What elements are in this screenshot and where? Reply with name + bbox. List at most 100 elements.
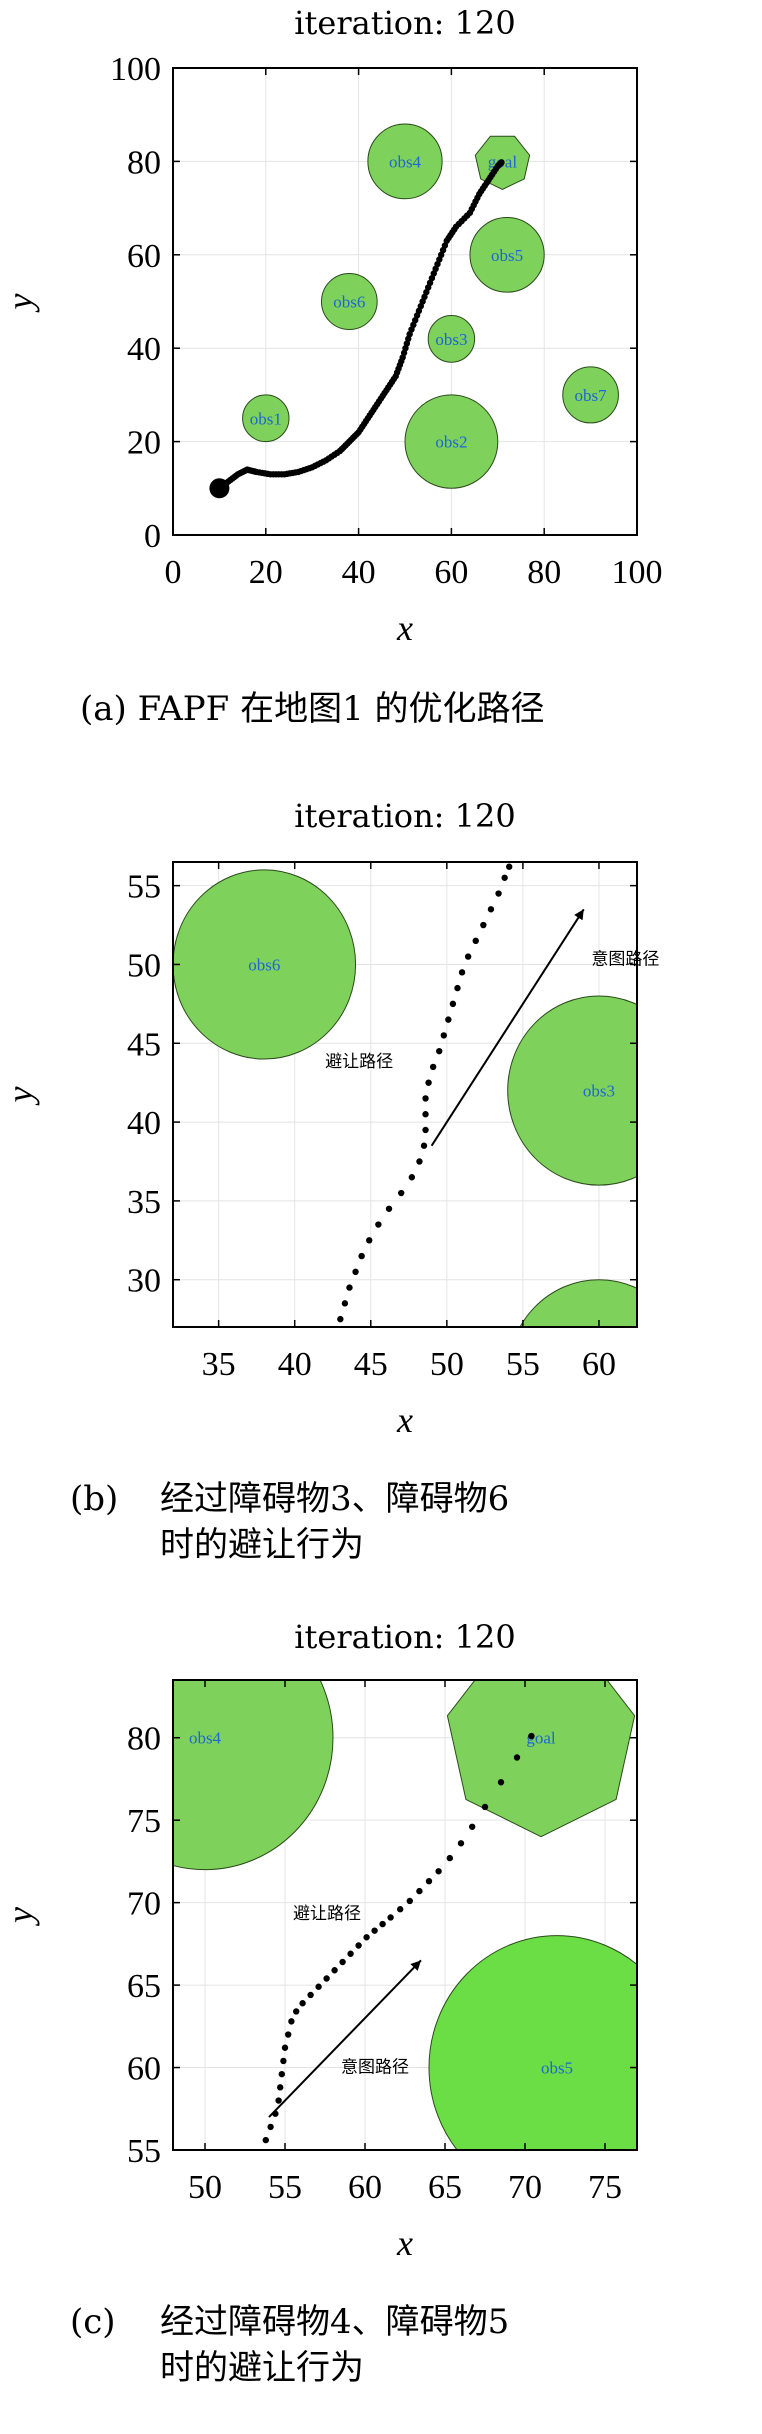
path-point <box>280 2057 287 2065</box>
obstacle-label: obs4 <box>389 152 422 171</box>
path-point <box>480 921 487 929</box>
path-point <box>420 1142 428 1149</box>
obstacle-label: obs6 <box>333 293 365 312</box>
path-point <box>262 2136 269 2144</box>
caption: (b) 经过障碍物3、障碍物6 时的避让行为 <box>70 1479 520 1565</box>
y-tick-label: 20 <box>127 425 161 462</box>
x-axis-label: x <box>396 1400 413 1440</box>
obstacle-label: obs5 <box>541 2059 573 2078</box>
obstacle-unnamed <box>519 1279 637 1327</box>
y-tick-label: 60 <box>127 238 161 275</box>
obstacle-obs7 <box>562 366 619 424</box>
x-axis-label: x <box>396 2223 413 2263</box>
y-tick-label: 80 <box>127 1721 161 1758</box>
y-tick-label: 75 <box>127 1803 161 1840</box>
path-point <box>497 1779 505 1786</box>
annotation-label: 避让路径 <box>293 1904 361 1924</box>
obstacles: obs6 obs3 <box>173 869 637 1327</box>
x-tick-label: 20 <box>249 554 283 591</box>
path-point <box>397 1189 405 1197</box>
path-point <box>445 1016 452 1023</box>
obstacle-obs1 <box>242 394 290 443</box>
obstacle-label: obs2 <box>435 433 467 452</box>
x-tick-label: 40 <box>278 1346 312 1383</box>
start-point <box>209 478 230 499</box>
caption: (c) 经过障碍物4、障碍物5 时的避让行为 <box>70 2302 520 2388</box>
x-tick-label: 60 <box>582 1346 616 1383</box>
chart-title: iteration: 120 <box>294 797 515 835</box>
path-point <box>528 1732 535 1740</box>
path-point <box>358 1252 365 1260</box>
path-point <box>385 1205 393 1212</box>
path-point <box>436 1047 443 1055</box>
path-point <box>363 1934 370 1941</box>
path-point <box>315 1983 322 1990</box>
plot-frame <box>172 1679 638 2151</box>
obstacle-label: obs3 <box>583 1082 615 1101</box>
path-point <box>469 1823 476 1830</box>
path-point <box>406 1897 413 1905</box>
x-tick-label: 60 <box>434 554 468 591</box>
y-tick-label: 55 <box>127 2133 161 2170</box>
annotation-label: 意图路径 <box>341 2057 409 2077</box>
path-point <box>285 2031 292 2038</box>
path-point <box>440 1032 447 1039</box>
obstacle-obs5 <box>428 1935 637 2150</box>
path-point <box>299 2000 306 2007</box>
path-point <box>355 1942 362 1949</box>
x-tick-label: 70 <box>508 2169 542 2206</box>
y-axis-label: y <box>0 293 40 312</box>
y-axis-label: y <box>0 1907 40 1926</box>
y-tick-label: 50 <box>127 947 161 984</box>
path-point <box>481 1803 489 1811</box>
path-point <box>416 1158 423 1165</box>
caption: (a) FAPF 在地图1 的优化路径 <box>80 689 545 729</box>
obstacle-label: goal <box>526 1729 556 1748</box>
y-tick-label: 80 <box>127 144 161 181</box>
obstacle-obs5 <box>469 216 545 293</box>
annotation-label: 避让路径 <box>325 1052 393 1072</box>
path-point <box>387 1914 394 1921</box>
x-tick-label: 75 <box>588 2169 622 2206</box>
x-tick-label: 55 <box>506 1346 540 1383</box>
annotation-label: 意图路径 <box>591 949 659 969</box>
path-series <box>209 159 505 499</box>
path-point <box>422 1111 429 1118</box>
path-point <box>375 1221 382 1228</box>
path-point <box>435 1868 442 1875</box>
y-tick-label: 30 <box>127 1263 161 1300</box>
y-tick-label: 40 <box>127 1105 161 1142</box>
x-axis-label: x <box>396 608 413 648</box>
path-point <box>323 1975 330 1982</box>
path-point <box>425 1877 433 1885</box>
path-point <box>341 1300 349 1307</box>
obstacle-label: obs6 <box>248 955 280 974</box>
obstacle-goal <box>446 1680 636 1838</box>
path-point <box>464 953 472 960</box>
path-point <box>307 1991 314 1999</box>
plot-frame <box>172 861 638 1328</box>
path-point <box>454 984 461 992</box>
obstacle-obs3 <box>507 995 637 1186</box>
path-point <box>288 2018 295 2025</box>
obstacles: obs1obs2obs3obs4obs5obs6obs7goal <box>242 123 619 489</box>
path-point <box>425 1079 432 1086</box>
obstacle-obs6 <box>320 272 378 331</box>
path-point <box>379 1920 386 1928</box>
x-tick-label: 0 <box>165 554 182 591</box>
path-point <box>331 1967 338 1974</box>
y-tick-label: 0 <box>144 518 161 555</box>
path-point <box>416 1887 423 1895</box>
path-point <box>513 1754 521 1761</box>
intended-path-arrow <box>430 908 585 1147</box>
path-point <box>446 1854 453 1862</box>
x-tick-label: 65 <box>428 2169 462 2206</box>
path-point <box>449 1000 457 1008</box>
path-point <box>278 2070 285 2078</box>
obstacle-label: obs7 <box>575 386 608 405</box>
intended-path-arrow <box>268 1959 422 2118</box>
path-point <box>267 2123 274 2131</box>
x-tick-label: 40 <box>342 554 376 591</box>
y-tick-label: 45 <box>127 1026 161 1063</box>
obstacle-obs4 <box>367 123 443 200</box>
